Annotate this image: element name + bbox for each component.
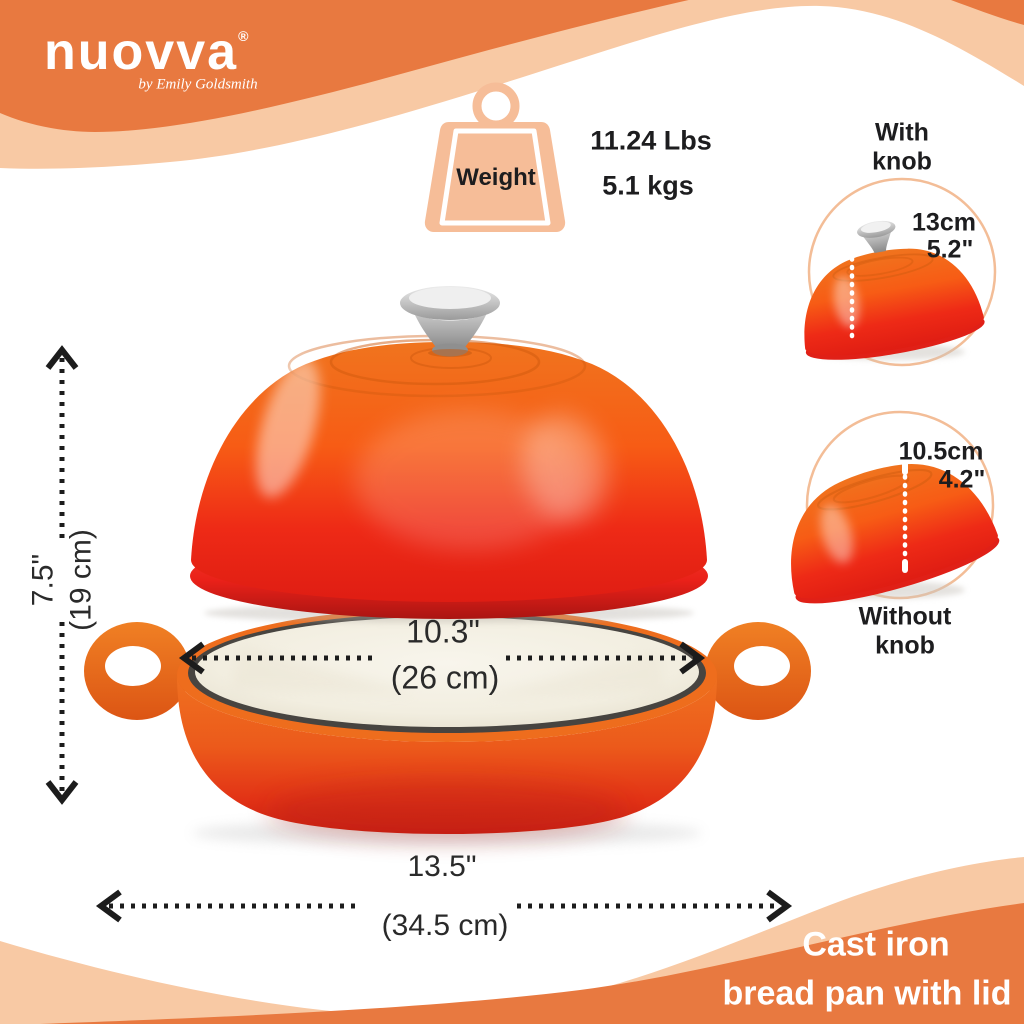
height-arrow — [45, 345, 79, 805]
bottom-wave — [0, 857, 1024, 1024]
pan-left-handle — [84, 622, 190, 720]
pan-enamel-interior — [195, 617, 699, 727]
height-dimension-label: 7.5" (19 cm) — [25, 529, 100, 631]
without-knob-imperial: 4.2" — [938, 465, 986, 494]
without-knob-label: Without knob — [858, 602, 952, 659]
inset-with-knob — [786, 177, 997, 369]
top-wave-orange — [0, 0, 1024, 132]
brand-byline: by Emily Goldsmith — [138, 76, 258, 93]
brand-name: nuovva — [44, 23, 239, 81]
bread-pan-base — [84, 608, 811, 846]
with-knob-imperial: 5.2" — [926, 235, 974, 264]
weight-icon — [424, 82, 566, 232]
with-knob-label: With knob — [872, 118, 932, 175]
bread-pan-lid — [190, 286, 708, 623]
overall-width-metric: (34.5 cm) — [381, 908, 509, 942]
bottom-wave-orange — [40, 903, 1024, 1024]
weight-icon-label: Weight — [456, 164, 536, 192]
inset-without-knob — [768, 410, 1005, 617]
width-arrow — [95, 889, 793, 923]
top-wave — [0, 0, 1024, 169]
weight-pounds: 11.24 Lbs — [590, 125, 712, 156]
diameter-arrow — [178, 641, 706, 675]
height-metric: (19 cm) — [64, 529, 97, 631]
weight-kilograms: 5.1 kgs — [602, 170, 694, 201]
pan-right-handle — [705, 622, 811, 720]
without-knob-metric: 10.5cm — [898, 437, 984, 466]
inner-diameter-metric: (26 cm) — [390, 659, 500, 696]
overall-width-imperial: 13.5" — [407, 849, 477, 883]
height-imperial: 7.5" — [26, 553, 60, 607]
lid-knob — [400, 286, 500, 357]
caption-line2: bread pan with lid — [722, 974, 1012, 1013]
caption-line1: Cast iron — [802, 925, 950, 964]
inner-diameter-imperial: 10.3" — [406, 613, 480, 650]
brand-logo: nuovva® — [44, 26, 248, 78]
registered-mark: ® — [238, 28, 249, 44]
with-knob-metric: 13cm — [912, 208, 976, 237]
